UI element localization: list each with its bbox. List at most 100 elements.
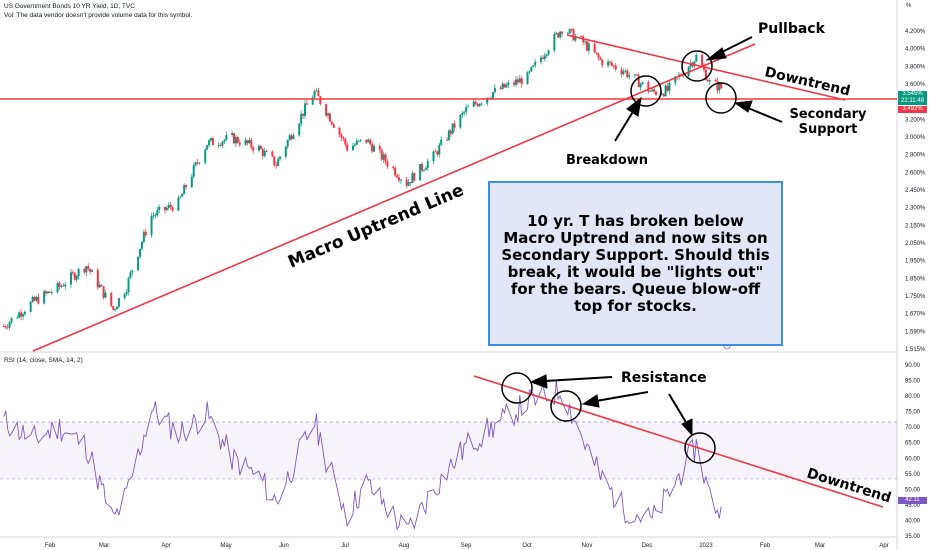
countdown-badge: 22:11:48 xyxy=(898,98,927,105)
candle-body xyxy=(50,292,53,293)
candle-body xyxy=(668,82,671,91)
candle-body xyxy=(476,103,479,107)
time-tick: May xyxy=(220,543,231,549)
candle-body xyxy=(422,169,425,171)
candle-body xyxy=(555,32,558,34)
candle-body xyxy=(720,83,723,89)
candle-body xyxy=(144,231,147,236)
candle-body xyxy=(614,65,617,70)
candle-body xyxy=(664,85,667,97)
candle-body xyxy=(194,162,197,166)
candle-body xyxy=(69,272,72,285)
candle-body xyxy=(206,145,209,150)
time-axis[interactable]: Feb Mar Apr May Jun Jul Aug Sep Oct Nov Dec 2023 Feb… xyxy=(45,543,889,549)
candle-body xyxy=(530,66,533,72)
breakdown-arrow-head xyxy=(626,96,642,117)
price-axis[interactable]: 4.200%4.000%3.800%3.600%3.400%3.200%3.00… xyxy=(905,29,926,353)
candle-body xyxy=(277,158,280,166)
candle-body xyxy=(104,292,107,298)
candle-body xyxy=(624,70,627,72)
candle-body xyxy=(123,294,126,299)
candle-body xyxy=(225,135,228,140)
candle-body xyxy=(117,298,120,307)
candle-body xyxy=(413,173,416,181)
rsi-legend: RSI (14, close, SMA, 14, 2) xyxy=(4,357,83,364)
rsi-tick: 35.00 xyxy=(905,534,921,540)
candle-body xyxy=(384,154,387,162)
candle-body xyxy=(338,127,341,135)
candle-body xyxy=(317,90,320,97)
candle-body xyxy=(179,196,182,198)
candle-body xyxy=(48,291,51,293)
candle-body xyxy=(327,113,330,116)
candle-body xyxy=(405,179,408,186)
price-axis-unit: % xyxy=(906,3,912,9)
candle-body xyxy=(641,82,644,84)
candle-body xyxy=(367,139,370,143)
candle-body xyxy=(587,43,590,51)
candle-body xyxy=(434,151,437,153)
candle-body xyxy=(507,82,510,85)
candle-body xyxy=(622,71,625,75)
candle-body xyxy=(259,146,262,150)
candle-body xyxy=(102,286,105,298)
price-tick: 1.750% xyxy=(905,294,926,300)
time-tick: Dec xyxy=(642,543,653,549)
candle-body xyxy=(152,215,155,217)
candle-body xyxy=(653,89,656,92)
candle-body xyxy=(371,144,374,152)
candle-body xyxy=(534,61,537,66)
candle-body xyxy=(351,145,354,151)
rsi-peak-circle-1 xyxy=(501,372,533,404)
candle-body xyxy=(198,162,201,164)
candle-body xyxy=(163,206,166,211)
candle-body xyxy=(704,69,707,81)
candle-body xyxy=(96,270,99,288)
candle-body xyxy=(453,123,456,128)
rsi-axis[interactable]: 90.00 85.00 80.00 75.00 70.00 65.00 60.00 55.00… xyxy=(905,363,921,540)
price-tick: 2.450% xyxy=(905,188,926,194)
candle-body xyxy=(137,256,140,271)
rsi-downtrend-line xyxy=(473,375,884,508)
candle-body xyxy=(409,182,412,184)
rsi-tick: 65.00 xyxy=(905,441,921,447)
price-tick: 1.670% xyxy=(905,312,926,318)
candle-body xyxy=(257,146,260,151)
candle-body xyxy=(407,182,410,186)
candle-body xyxy=(77,268,80,277)
candle-body xyxy=(167,204,170,208)
rsi-tick: 90.00 xyxy=(905,363,921,369)
secondary-support-label-1: Secondary xyxy=(789,107,867,122)
candle-body xyxy=(300,113,303,124)
candle-body xyxy=(505,84,508,88)
candle-body xyxy=(373,146,376,152)
candle-body xyxy=(557,32,560,38)
candle-body xyxy=(64,284,67,287)
candle-body xyxy=(689,62,692,67)
resistance-arrow-2-head xyxy=(581,394,600,408)
candle-body xyxy=(543,55,546,59)
pullback-circle xyxy=(681,50,713,82)
candle-body xyxy=(110,292,113,307)
candle-body xyxy=(196,162,199,164)
rsi-tick: 50.00 xyxy=(905,487,921,493)
candle-body xyxy=(20,312,23,317)
candle-body xyxy=(265,151,268,152)
macro-uptrend-label: Macro Uptrend Line xyxy=(285,180,467,272)
time-tick: Feb xyxy=(45,543,56,549)
candle-body xyxy=(319,96,322,105)
support-price-badge: 3.492% xyxy=(898,106,927,113)
candle-body xyxy=(574,36,577,41)
candle-body xyxy=(593,43,596,53)
candle-body xyxy=(526,72,529,85)
candle-body xyxy=(532,65,535,67)
price-tick: 2.800% xyxy=(905,153,926,159)
time-tick: Aug xyxy=(399,543,410,549)
time-tick: Feb xyxy=(760,543,771,549)
candle-body xyxy=(365,139,368,143)
candle-body xyxy=(503,83,506,88)
candle-body xyxy=(628,75,631,77)
price-tick: 3.800% xyxy=(905,64,926,70)
candle-body xyxy=(666,85,669,91)
